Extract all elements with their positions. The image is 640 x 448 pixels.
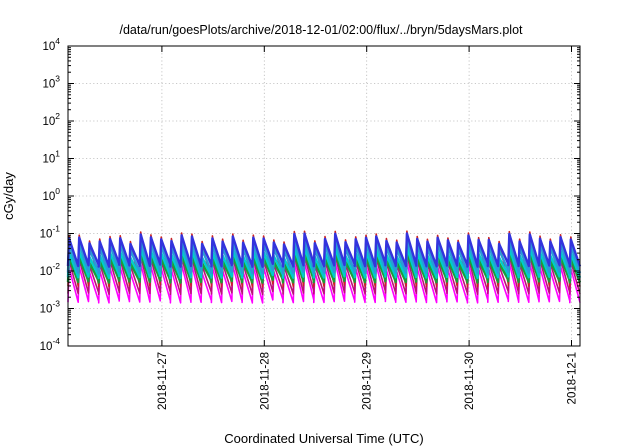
y-tick-label: 10-1 bbox=[40, 224, 61, 241]
x-tick-label: 2018-11-30 bbox=[464, 352, 476, 410]
x-tick-label: 2018-11-29 bbox=[362, 352, 374, 410]
y-tick-label: 103 bbox=[42, 74, 60, 91]
y-tick-label: 104 bbox=[42, 36, 60, 53]
y-tick-label: 101 bbox=[42, 149, 60, 166]
y-tick-label: 100 bbox=[42, 186, 60, 203]
y-tick-label: 102 bbox=[42, 111, 60, 128]
y-tick-label: 10-4 bbox=[40, 336, 61, 353]
series-group bbox=[66, 230, 582, 304]
x-axis-label: Coordinated Universal Time (UTC) bbox=[224, 431, 423, 446]
y-tick-label: 10-2 bbox=[40, 261, 61, 278]
x-tick-label: 2018-11-27 bbox=[157, 352, 169, 410]
y-tick-label: 10-3 bbox=[40, 299, 61, 316]
y-axis: 104 103 102 101 100 10-1 10-2 10-3 10-4 bbox=[40, 36, 580, 353]
x-tick-label: 2018-11-28 bbox=[259, 352, 271, 410]
x-axis: 2018-11-27 2018-11-28 2018-11-29 2018-11-30… bbox=[157, 46, 579, 410]
y-axis-label: cGy/day bbox=[1, 172, 16, 220]
chart-title: /data/run/goesPlots/archive/2018-12-01/0… bbox=[119, 23, 523, 37]
x-tick-label: 2018-12-1 bbox=[567, 352, 579, 404]
series-line bbox=[66, 232, 582, 268]
